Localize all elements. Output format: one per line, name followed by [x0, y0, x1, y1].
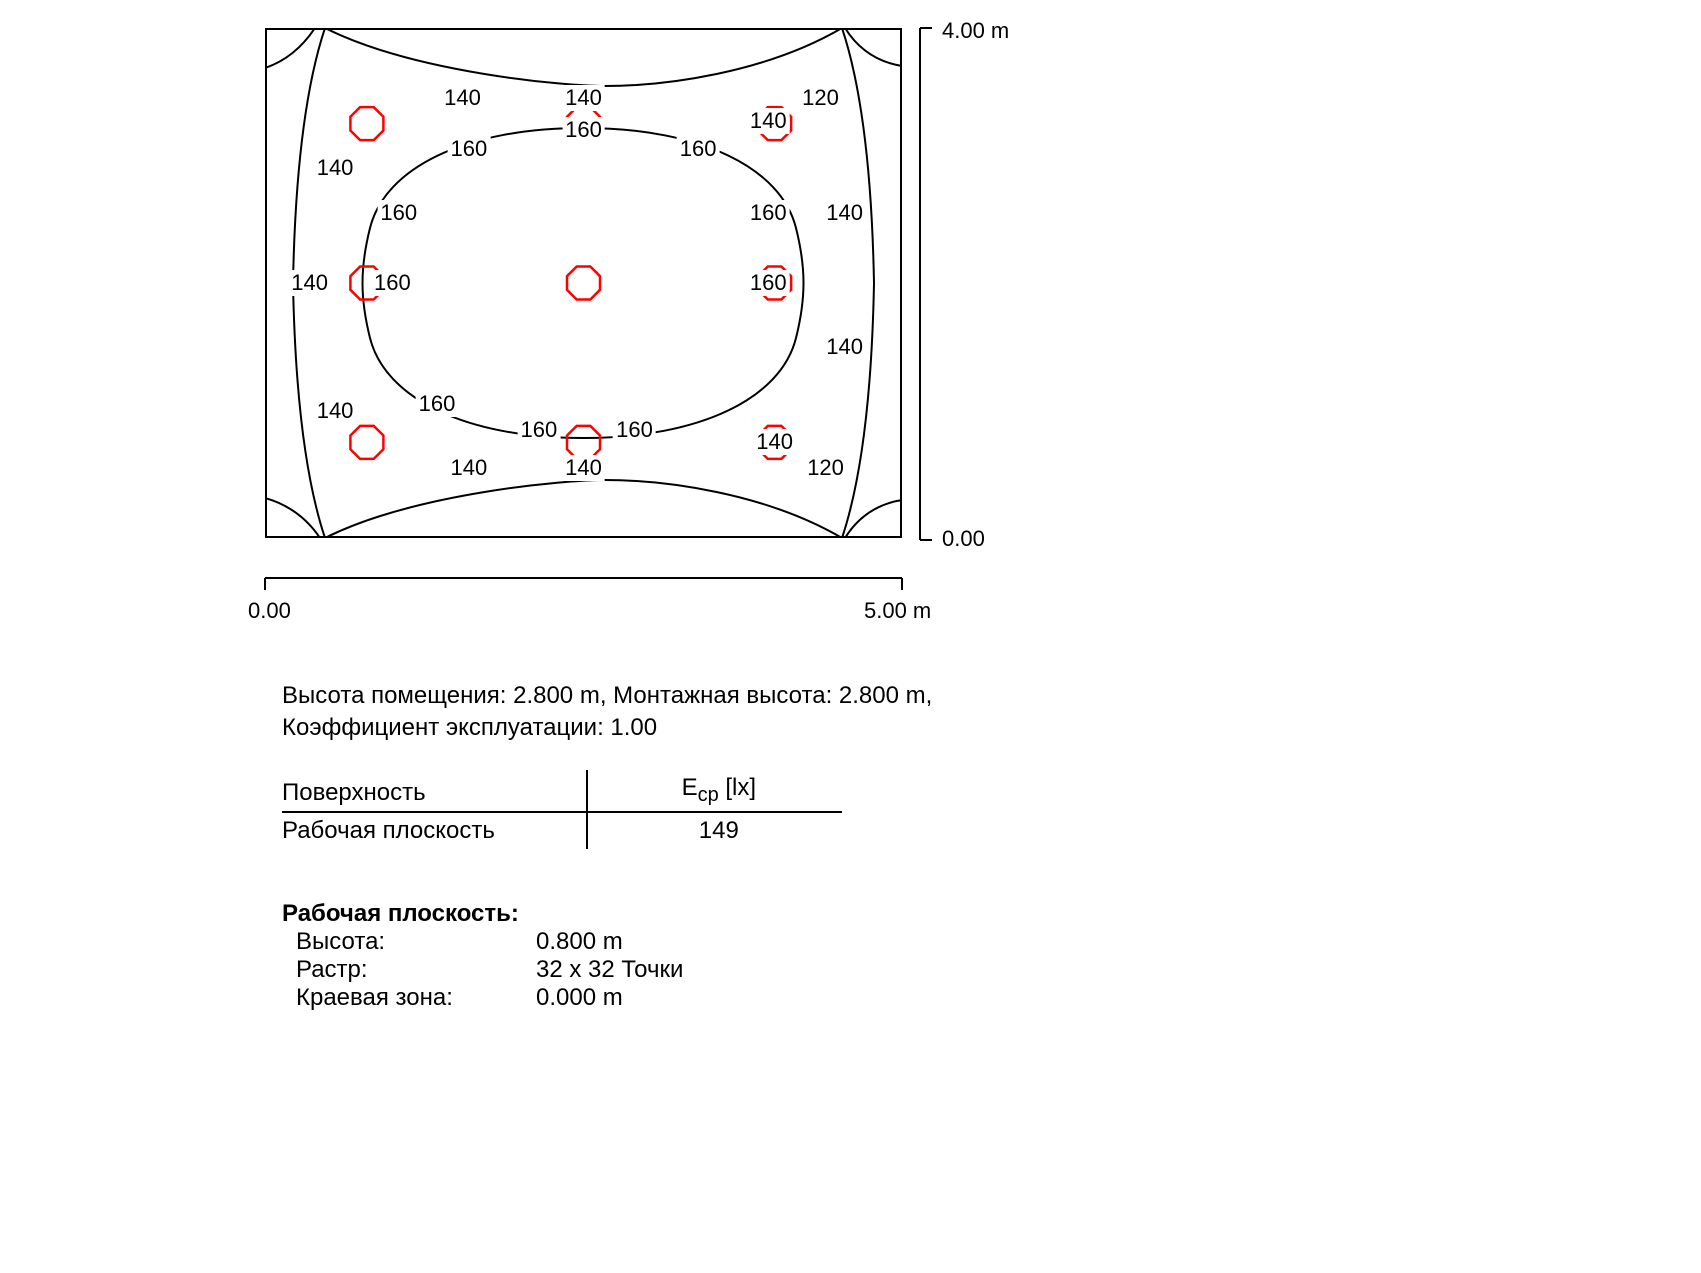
- working-plane-row-value: 32 x 32 Точки: [536, 956, 683, 984]
- room-info-line1: Высота помещения: 2.800 m, Монтажная выс…: [282, 682, 932, 710]
- contour-140: [325, 480, 842, 538]
- y-axis-top-label: 4.00 m: [942, 18, 1009, 44]
- contour-label-140: 140: [562, 85, 605, 111]
- contour-label-140: 140: [753, 429, 796, 455]
- table-row1-value: 149: [588, 813, 842, 849]
- x-axis-left-label: 0.00: [248, 598, 291, 624]
- luminaire-marker: [567, 267, 600, 300]
- contour-120: [265, 498, 320, 538]
- table-header-ecp: Eср [lx]: [588, 770, 842, 811]
- contour-label-160: 160: [371, 270, 414, 296]
- contour-label-140: 140: [314, 398, 357, 424]
- contour-label-140: 140: [441, 85, 484, 111]
- working-plane-row-label: Краевая зона:: [296, 984, 536, 1012]
- contour-label-160: 160: [447, 136, 490, 162]
- contour-label-160: 160: [747, 200, 790, 226]
- y-axis-bar: [918, 26, 934, 542]
- luminaire-marker: [350, 426, 383, 459]
- contour-label-140: 140: [314, 155, 357, 181]
- working-plane-row-value: 0.800 m: [536, 928, 623, 956]
- contour-label-160: 160: [613, 417, 656, 443]
- working-plane-row: Растр:32 x 32 Точки: [296, 956, 683, 984]
- contour-label-140: 140: [823, 200, 866, 226]
- contour-label-140: 140: [447, 455, 490, 481]
- contour-label-140: 140: [747, 108, 790, 134]
- contour-120: [845, 28, 902, 66]
- contour-label-140: 140: [823, 334, 866, 360]
- contour-label-120: 120: [799, 85, 842, 111]
- results-table: Поверхность Eср [lx] Рабочая плоскость 1…: [282, 770, 842, 849]
- working-plane-row: Краевая зона:0.000 m: [296, 984, 683, 1012]
- contour-label-160: 160: [377, 200, 420, 226]
- y-axis-bottom-label: 0.00: [942, 526, 985, 552]
- contour-label-140: 140: [288, 270, 331, 296]
- working-plane-title: Рабочая плоскость:: [282, 900, 683, 928]
- contour-label-160: 160: [677, 136, 720, 162]
- contour-label-120: 120: [804, 455, 847, 481]
- contour-label-160: 160: [562, 117, 605, 143]
- working-plane-row-value: 0.000 m: [536, 984, 623, 1012]
- working-plane-row-label: Высота:: [296, 928, 536, 956]
- x-axis-bar: [263, 576, 904, 592]
- isolux-plot: 1201201401401401401401401401401401401401…: [265, 28, 902, 538]
- contour-120: [845, 500, 902, 538]
- table-header-surface: Поверхность: [282, 775, 586, 811]
- page-root: 1201201401401401401401401401401401401401…: [0, 0, 1701, 1273]
- working-plane-row-label: Растр:: [296, 956, 536, 984]
- working-plane-block: Рабочая плоскость: Высота:0.800 mРастр:3…: [282, 900, 683, 1012]
- contour-label-160: 160: [747, 270, 790, 296]
- x-axis-right-label: 5.00 m: [864, 598, 931, 624]
- luminaire-marker: [350, 107, 383, 140]
- working-plane-row: Высота:0.800 m: [296, 928, 683, 956]
- contour-label-140: 140: [562, 455, 605, 481]
- contour-label-160: 160: [518, 417, 561, 443]
- contour-label-160: 160: [416, 391, 459, 417]
- contour-140: [325, 28, 842, 86]
- table-row1-surface: Рабочая плоскость: [282, 813, 586, 849]
- contour-120: [265, 28, 315, 68]
- room-info-line2: Коэффициент эксплуатации: 1.00: [282, 714, 657, 742]
